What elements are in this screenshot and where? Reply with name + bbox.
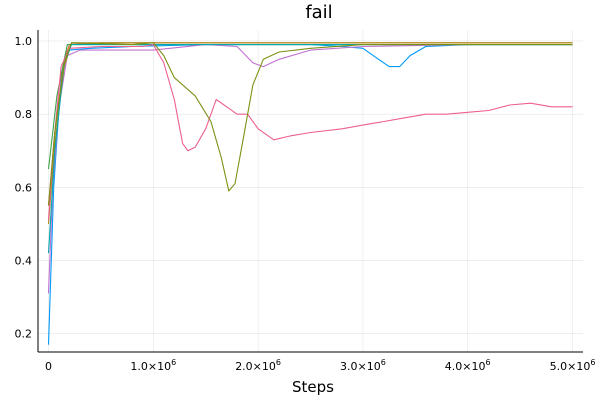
series-line-1 <box>47 44 573 345</box>
y-tick-label: 0.4 <box>15 255 33 268</box>
y-tick-label: 0.6 <box>15 181 33 194</box>
x-tick-exponent: 6 <box>486 358 491 367</box>
x-tick-exponent: 6 <box>171 358 176 367</box>
x-tick-label: 2.0×106 <box>235 358 281 373</box>
x-tick-label: 0 <box>45 360 52 373</box>
series-line-7 <box>47 44 573 221</box>
x-tick-label: 5.0×106 <box>550 358 596 373</box>
series-line-2 <box>47 42 573 206</box>
chart-title: fail <box>305 2 332 23</box>
series-line-5 <box>47 42 573 224</box>
series-line-4 <box>47 44 573 294</box>
series-group <box>47 42 573 345</box>
y-tick-label: 0.2 <box>15 328 33 341</box>
tick-labels: 0 1.0×106 2.0×106 3.0×106 4.0×106 5.0×106 0.2 0… <box>15 35 596 373</box>
x-axis-label: Steps <box>292 378 334 396</box>
series-line-6 <box>47 44 573 254</box>
axes <box>37 30 583 353</box>
y-tick-label: 1.0 <box>15 35 33 48</box>
x-tick-label: 1.0×106 <box>130 358 176 373</box>
x-tick-label: 3.0×106 <box>340 358 386 373</box>
x-tick-exponent: 6 <box>276 358 281 367</box>
x-tick-exponent: 6 <box>590 358 595 367</box>
grid <box>38 30 583 352</box>
series-line-8 <box>47 42 573 206</box>
y-tick-label: 0.8 <box>15 108 33 121</box>
x-tick-exponent: 6 <box>381 358 386 367</box>
series-line-3 <box>47 44 573 170</box>
x-tick-label: 4.0×106 <box>445 358 491 373</box>
